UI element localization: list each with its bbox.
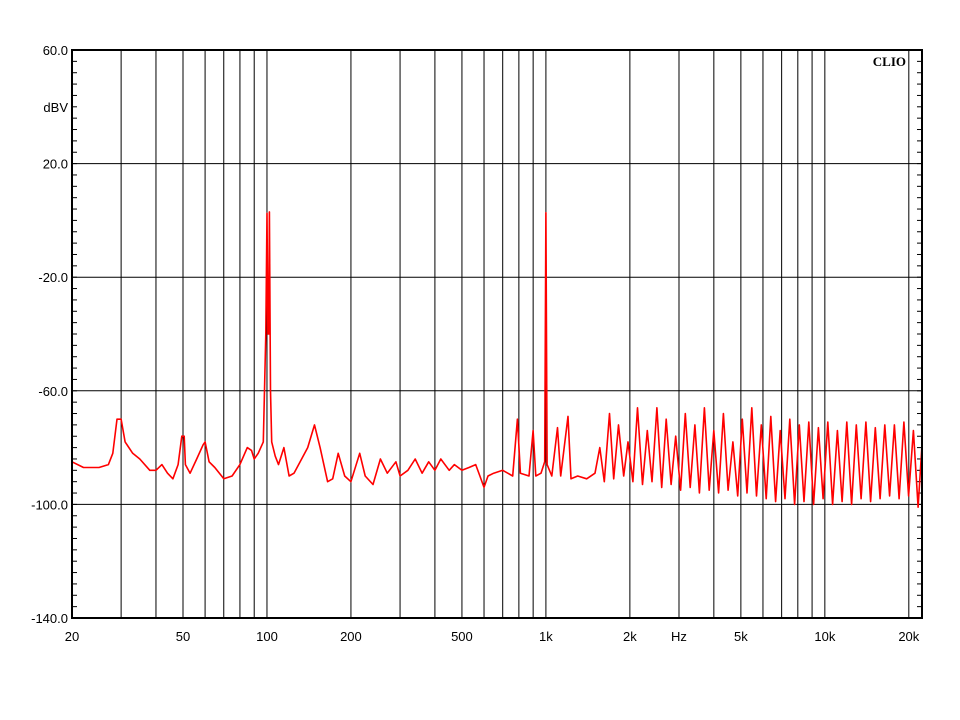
x-tick-label: 100 <box>256 629 278 644</box>
axis-ticks <box>72 49 922 619</box>
x-tick-label: 50 <box>176 629 190 644</box>
plot-frame <box>71 49 923 619</box>
x-tick-label: Hz <box>671 629 687 644</box>
y-tick-label: dBV <box>43 100 68 115</box>
y-tick-label: 60.0 <box>43 43 68 58</box>
y-tick-label: -60.0 <box>38 384 68 399</box>
x-tick-label: 20k <box>898 629 919 644</box>
x-tick-label: 200 <box>340 629 362 644</box>
x-tick-label: 2k <box>623 629 637 644</box>
y-tick-label: -20.0 <box>38 270 68 285</box>
y-tick-label: -100.0 <box>31 497 68 512</box>
y-tick-label: -140.0 <box>31 611 68 626</box>
spectrum-line <box>71 211 923 509</box>
x-axis-labels: 20 50 100 200 500 1k 2k Hz 5k 10k 20k <box>65 629 920 644</box>
x-tick-label: 1k <box>539 629 553 644</box>
y-tick-label: 20.0 <box>43 157 68 172</box>
x-tick-label: 10k <box>814 629 835 644</box>
clio-logo: CLIO <box>873 54 906 69</box>
x-tick-label: 20 <box>65 629 79 644</box>
grid <box>72 49 922 619</box>
x-tick-label: 500 <box>451 629 473 644</box>
series-layer <box>71 211 923 509</box>
x-tick-label: 5k <box>734 629 748 644</box>
y-axis-labels: 60.0 dBV 20.0 -20.0 -60.0 -100.0 -140.0 <box>31 43 68 626</box>
